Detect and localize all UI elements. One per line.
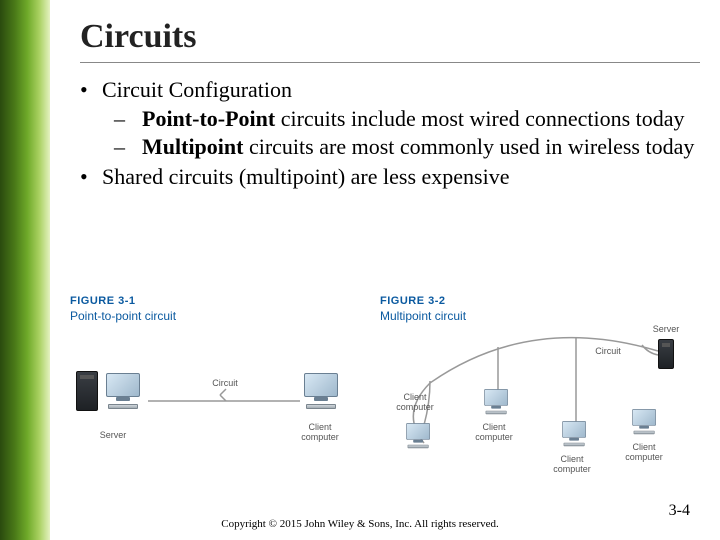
figure-3-1-diagram: Server Circuit Client computer bbox=[70, 323, 350, 473]
figure-3-1: FIGURE 3-1 Point-to-point circuit Server… bbox=[70, 295, 350, 473]
figure-3-2-caption: Multipoint circuit bbox=[380, 309, 690, 323]
client4-icon bbox=[628, 409, 660, 434]
page-number: 3-4 bbox=[669, 502, 690, 520]
monitor-icon bbox=[484, 389, 508, 406]
client-computer-icon bbox=[298, 373, 344, 409]
sub-list-1: Point-to-Point circuits include most wir… bbox=[102, 105, 700, 160]
keyboard-icon bbox=[306, 404, 336, 409]
figure-3-2: FIGURE 3-2 Multipoint circuit Server bbox=[380, 295, 690, 473]
bullet-1-text: Circuit Configuration bbox=[102, 77, 292, 102]
bullet-2: Shared circuits (multipoint) are less ex… bbox=[80, 164, 700, 190]
sub2-bold: Multipoint bbox=[142, 134, 243, 159]
server-tower-icon bbox=[658, 339, 674, 369]
client3-label: Client computer bbox=[544, 455, 600, 475]
circuit-label-left: Circuit bbox=[200, 379, 250, 389]
slide-title: Circuits bbox=[80, 18, 700, 63]
client2-icon bbox=[480, 389, 512, 414]
keyboard-icon bbox=[408, 445, 429, 449]
keyboard-icon bbox=[564, 443, 585, 447]
sub1-bold: Point-to-Point bbox=[142, 106, 275, 131]
client-label-left: Client computer bbox=[290, 423, 350, 443]
circuit-label-right: Circuit bbox=[588, 347, 628, 357]
figure-3-1-caption: Point-to-point circuit bbox=[70, 309, 350, 323]
figure-3-1-label: FIGURE 3-1 bbox=[70, 295, 350, 307]
monitor-icon bbox=[632, 409, 656, 426]
client1-label: Client computer bbox=[390, 393, 440, 413]
monitor-icon bbox=[406, 423, 430, 440]
figure-3-2-diagram: Server Client computer Client computer C… bbox=[380, 323, 690, 473]
client3-icon bbox=[558, 421, 590, 446]
bullet-1: Circuit Configuration Point-to-Point cir… bbox=[80, 77, 700, 160]
keyboard-icon bbox=[486, 411, 507, 415]
copyright-footer: Copyright © 2015 John Wiley & Sons, Inc.… bbox=[0, 518, 720, 530]
sub-bullet-1: Point-to-Point circuits include most wir… bbox=[114, 105, 700, 133]
bullet-2-text: Shared circuits (multipoint) are less ex… bbox=[102, 164, 510, 189]
client2-label: Client computer bbox=[466, 423, 522, 443]
monitor-icon bbox=[562, 421, 586, 438]
sub2-rest: circuits are most commonly used in wirel… bbox=[243, 134, 694, 159]
bullet-list: Circuit Configuration Point-to-Point cir… bbox=[80, 77, 700, 190]
sidebar-gradient bbox=[0, 0, 50, 540]
figure-3-2-label: FIGURE 3-2 bbox=[380, 295, 690, 307]
server-label-right: Server bbox=[644, 325, 688, 335]
sub1-rest: circuits include most wired connections … bbox=[275, 106, 684, 131]
keyboard-icon bbox=[634, 431, 655, 435]
sub-bullet-2: Multipoint circuits are most commonly us… bbox=[114, 133, 700, 161]
figures-region: FIGURE 3-1 Point-to-point circuit Server… bbox=[70, 295, 690, 485]
monitor-icon bbox=[304, 373, 338, 397]
client1-icon bbox=[402, 423, 434, 448]
client4-label: Client computer bbox=[616, 443, 672, 463]
